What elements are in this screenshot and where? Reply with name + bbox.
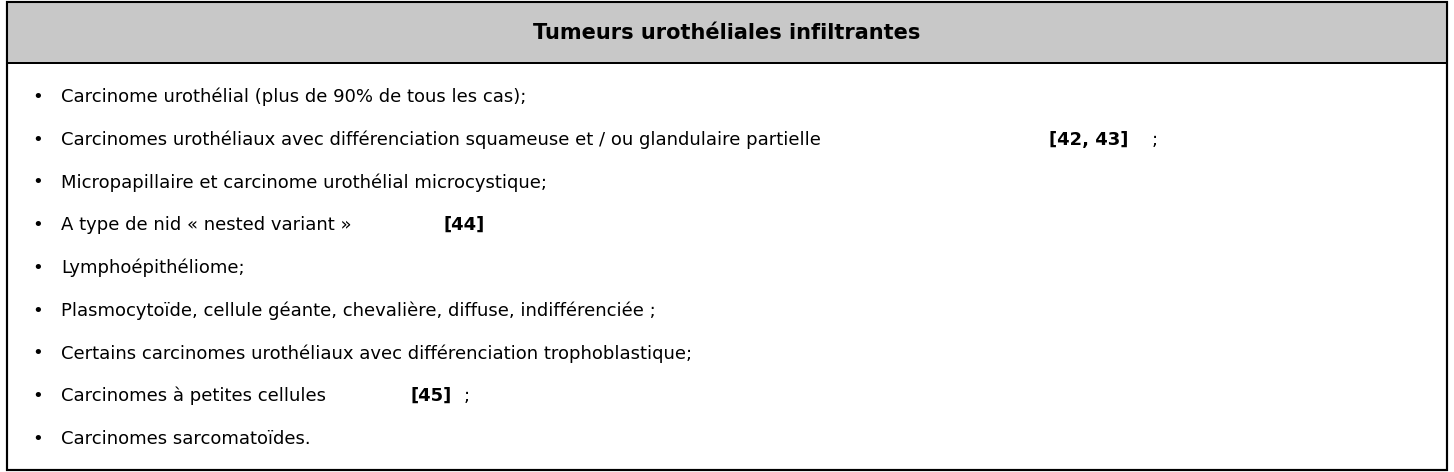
Text: •: • (32, 387, 42, 405)
Text: •: • (32, 173, 42, 191)
Text: •: • (32, 88, 42, 106)
Text: •: • (32, 131, 42, 149)
Text: Carcinome urothélial (plus de 90% de tous les cas);: Carcinome urothélial (plus de 90% de tou… (61, 88, 526, 106)
Text: ;: ; (1152, 131, 1157, 149)
Bar (7, 2, 1447, 64)
Text: •: • (32, 430, 42, 448)
Text: Certains carcinomes urothéliaux avec différenciation trophoblastique;: Certains carcinomes urothéliaux avec dif… (61, 344, 692, 362)
Text: Plasmocytoïde, cellule géante, chevalière, diffuse, indifférenciée ;: Plasmocytoïde, cellule géante, chevalièr… (61, 301, 656, 320)
Text: Carcinomes à petites cellules: Carcinomes à petites cellules (61, 387, 332, 405)
Text: Lymphoépithéliome;: Lymphoépithéliome; (61, 259, 244, 277)
Text: ;: ; (464, 387, 470, 405)
Text: •: • (32, 216, 42, 234)
Text: [45]: [45] (410, 387, 452, 405)
Text: •: • (32, 302, 42, 320)
Bar (7, 62, 1447, 64)
Text: [42, 43]: [42, 43] (1048, 131, 1128, 149)
Text: •: • (32, 259, 42, 277)
Text: Micropapillaire et carcinome urothélial microcystique;: Micropapillaire et carcinome urothélial … (61, 173, 547, 192)
Text: •: • (32, 345, 42, 362)
Text: Tumeurs urothéliales infiltrantes: Tumeurs urothéliales infiltrantes (534, 23, 920, 43)
Text: Carcinomes urothéliaux avec différenciation squameuse et / ou glandulaire partie: Carcinomes urothéliaux avec différenciat… (61, 130, 827, 149)
Text: [44]: [44] (443, 216, 484, 234)
Text: A type de nid « nested variant »: A type de nid « nested variant » (61, 216, 358, 234)
Text: Carcinomes sarcomatoïdes.: Carcinomes sarcomatoïdes. (61, 430, 311, 448)
